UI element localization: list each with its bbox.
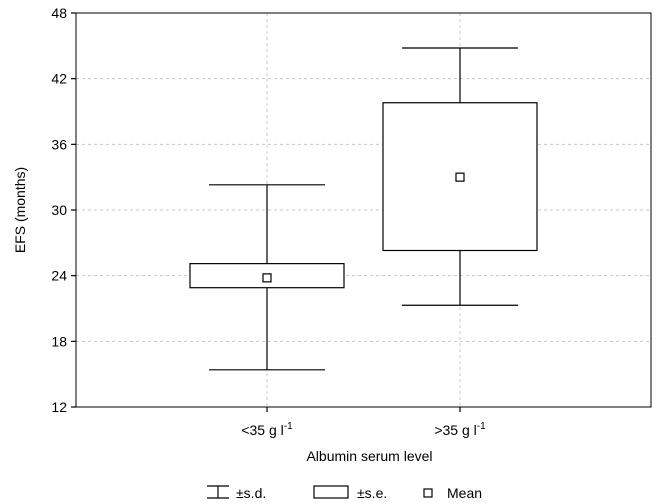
y-tick-label: 30	[51, 202, 67, 218]
y-tick-label: 36	[51, 136, 67, 152]
legend: ±s.d. ±s.e. Mean	[207, 485, 482, 501]
y-axis: 12 18 24 30 36 42 48	[51, 5, 76, 415]
y-tick-label: 42	[51, 71, 67, 87]
x-axis: <35 g l-1 >35 g l-1	[241, 407, 486, 438]
y-tick-label: 12	[51, 399, 67, 415]
whisker-icon	[207, 485, 229, 499]
legend-item-se: ±s.e.	[313, 485, 387, 501]
y-axis-title: EFS (months)	[12, 167, 28, 253]
y-tick-label: 48	[51, 5, 67, 21]
plot-marks	[189, 47, 538, 371]
legend-label-sd: ±s.d.	[236, 485, 266, 501]
legend-item-sd: ±s.d.	[207, 485, 266, 501]
x-axis-title: Albumin serum level	[306, 448, 432, 464]
x-tick-label: <35 g l-1	[241, 421, 293, 438]
box-icon	[313, 485, 349, 499]
legend-item-mean: Mean	[423, 485, 482, 501]
mean-marker	[455, 172, 465, 182]
y-tick-label: 24	[51, 268, 67, 284]
y-tick-label: 18	[51, 333, 67, 349]
x-tick-label: >35 g l-1	[434, 421, 486, 438]
legend-label-mean: Mean	[447, 485, 482, 501]
mean-square-icon	[423, 488, 433, 498]
grid-layer	[76, 13, 651, 407]
legend-label-se: ±s.e.	[357, 485, 387, 501]
mean-marker	[262, 273, 272, 283]
